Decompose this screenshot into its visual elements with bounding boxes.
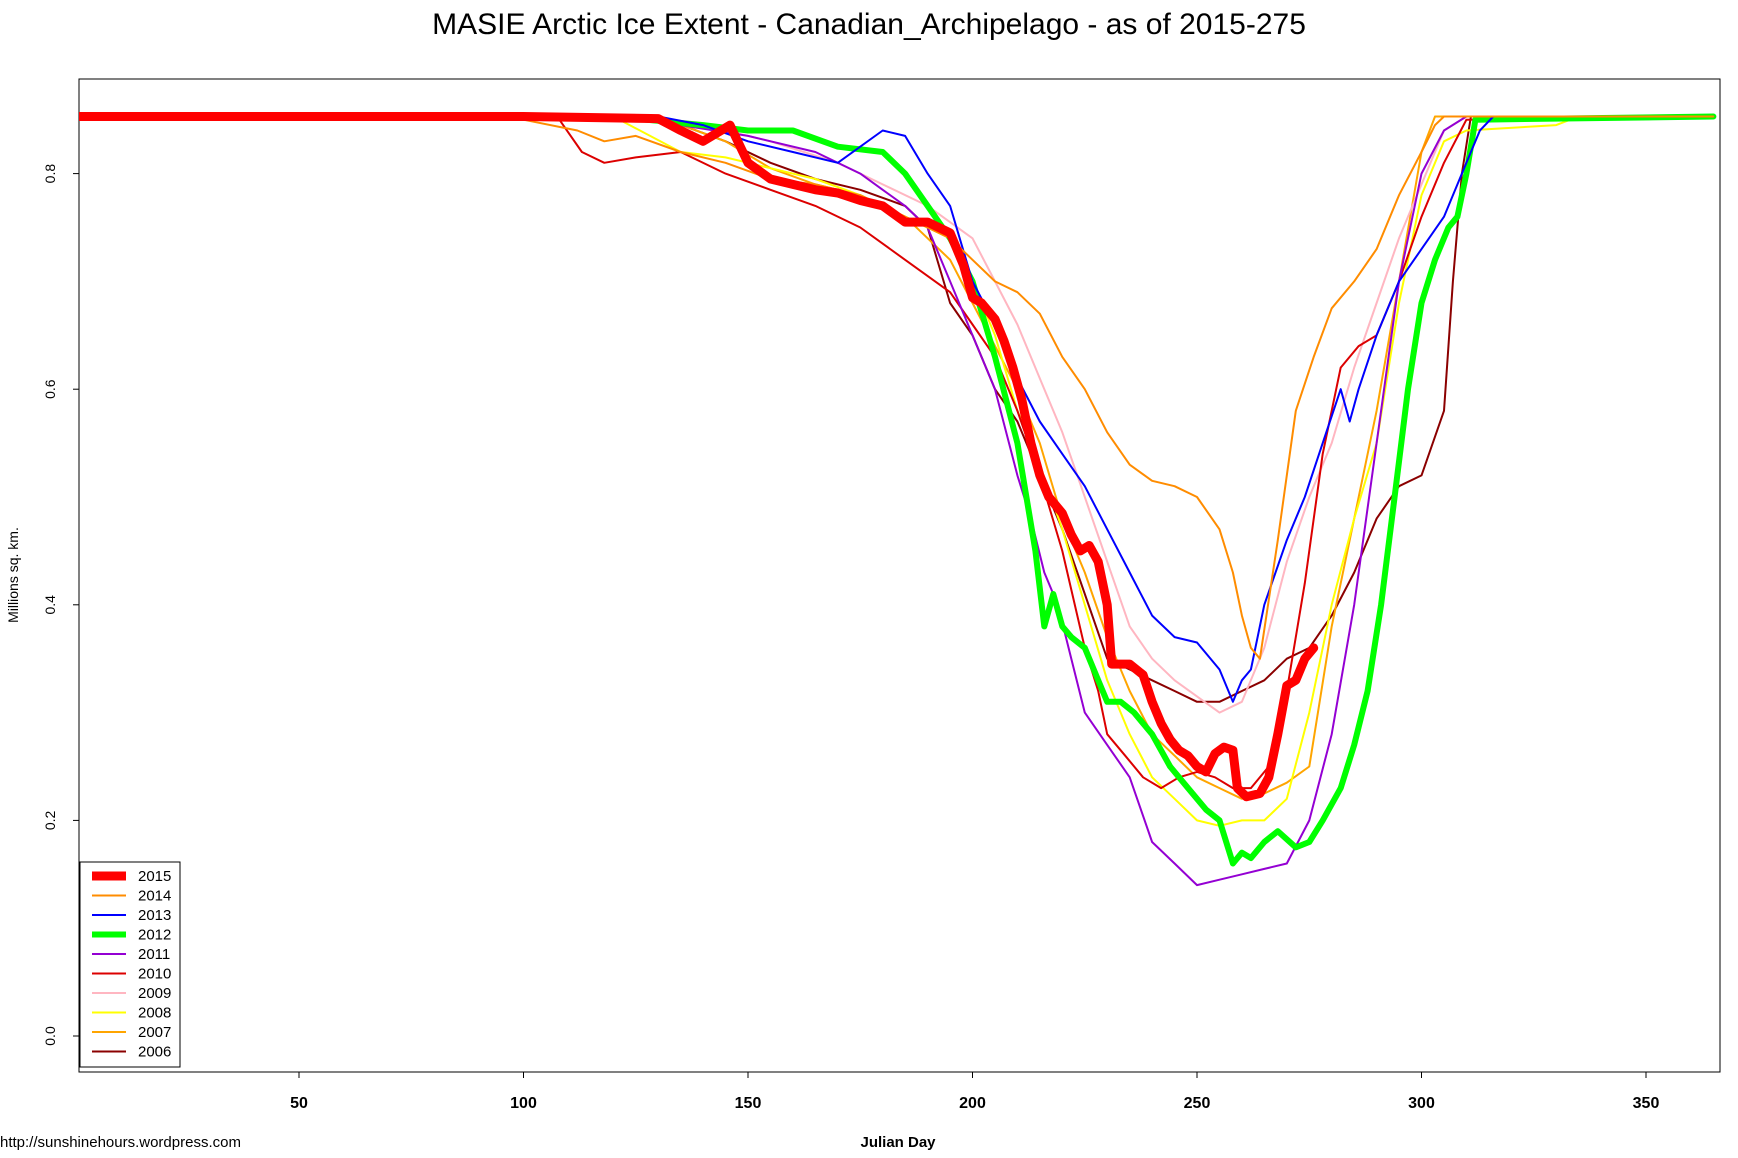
x-tick-label: 100: [510, 1095, 537, 1112]
legend-label-2008: 2008: [138, 1005, 171, 1022]
legend-label-2011: 2011: [138, 946, 170, 963]
legend-label-2009: 2009: [138, 985, 171, 1002]
series-line-2012: [79, 113, 1717, 867]
x-tick-label: 150: [735, 1095, 762, 1112]
y-tick-label: 0.6: [42, 379, 58, 399]
x-tick-label: 50: [290, 1095, 308, 1112]
legend-label-2006: 2006: [138, 1044, 171, 1061]
x-axis: 50 100 150 200 250 300 350: [290, 1072, 1659, 1112]
legend-label-2007: 2007: [138, 1024, 171, 1041]
series-line-2006: [79, 115, 1715, 703]
y-axis-title: Millions sq. km.: [5, 527, 21, 623]
legend-label-2010: 2010: [138, 966, 171, 983]
series-line-2008: [79, 115, 1715, 827]
y-tick-label: 0.2: [42, 810, 58, 830]
series-line-2014: [79, 115, 1715, 660]
x-tick-label: 250: [1184, 1095, 1211, 1112]
series-line-2010: [79, 115, 1715, 790]
legend: 2015 2014 2013 2012 2011 2010 2009 2008 2007 2006: [79, 861, 181, 1068]
y-axis: 0.0 0.2 0.4 0.6 0.8: [42, 164, 79, 1046]
series-line-2009: [79, 115, 1715, 714]
series-layer: [79, 112, 1717, 887]
legend-label-2015: 2015: [138, 868, 171, 885]
x-tick-label: 350: [1633, 1095, 1660, 1112]
x-tick-label: 300: [1408, 1095, 1435, 1112]
series-line-2013: [79, 115, 1715, 703]
legend-label-2013: 2013: [138, 907, 171, 924]
series-line-2015: [79, 112, 1319, 802]
credit-url: http://sunshinehours.wordpress.com: [0, 1134, 241, 1151]
y-tick-label: 0.4: [42, 595, 58, 615]
x-axis-title: Julian Day: [860, 1134, 936, 1151]
legend-label-2012: 2012: [138, 927, 171, 944]
plot-frame: [78, 78, 1721, 1073]
y-tick-label: 0.8: [42, 164, 58, 184]
y-tick-label: 0.0: [42, 1026, 58, 1046]
chart-title: MASIE Arctic Ice Extent - Canadian_Archi…: [432, 8, 1306, 41]
x-tick-label: 200: [959, 1095, 986, 1112]
series-line-2011: [79, 115, 1715, 887]
legend-label-2014: 2014: [138, 888, 171, 905]
